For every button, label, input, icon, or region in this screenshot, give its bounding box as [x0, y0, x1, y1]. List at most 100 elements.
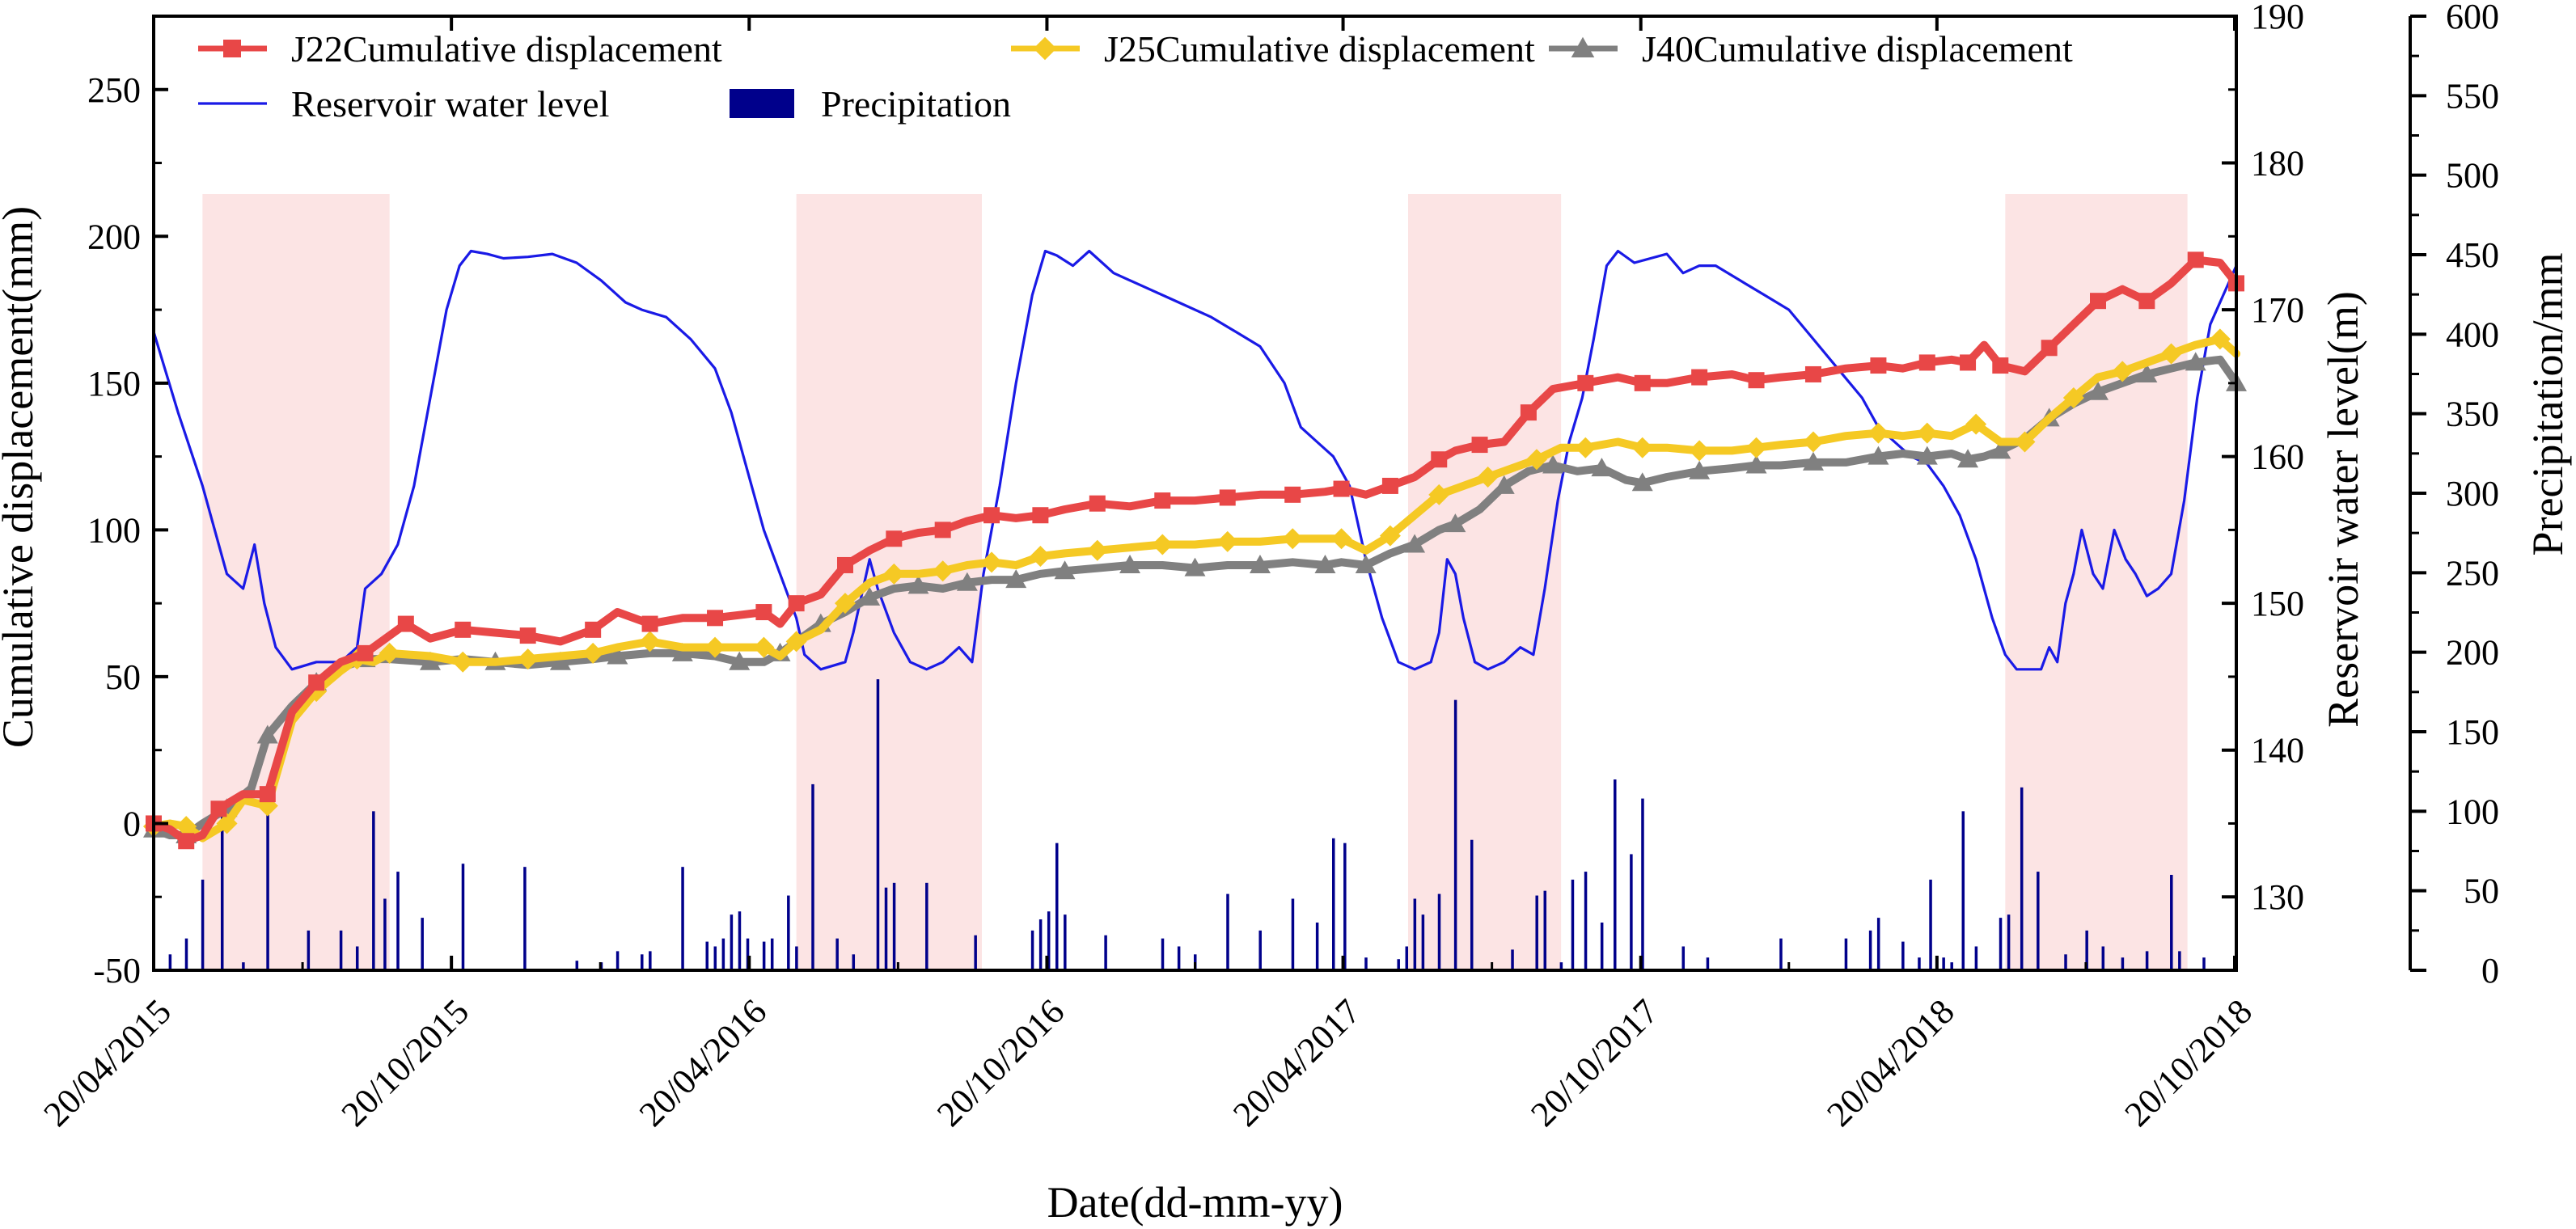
series-marker-0: [2187, 251, 2204, 268]
precipitation-bar: [795, 946, 798, 970]
series-marker-0: [2041, 340, 2058, 357]
precipitation-bar: [1258, 930, 1262, 970]
series-marker-1: [639, 631, 661, 653]
series-marker-2: [1916, 446, 1938, 465]
precipitation-bar: [1600, 923, 1604, 970]
precipitation-bar: [1950, 962, 1953, 970]
series-marker-1: [785, 631, 807, 653]
precipitation-bar: [925, 882, 928, 970]
precipitation-bar: [339, 930, 343, 970]
x-tick-label: 20/04/2016: [632, 991, 774, 1134]
series-marker-2: [729, 651, 751, 670]
series-marker-0: [1992, 357, 2009, 374]
precipitation-bar: [1177, 946, 1181, 970]
series-marker-0: [1431, 451, 1448, 468]
precipitation-bar: [2121, 957, 2125, 970]
precipitation-bar: [1901, 941, 1905, 970]
legend-marker: [1033, 36, 1057, 61]
precipitation-bar: [1397, 959, 1400, 970]
precipitation-bar: [1030, 930, 1034, 970]
precipitation-bar: [2037, 872, 2040, 970]
precipitation-bar: [1614, 779, 1617, 970]
precipitation-bar: [1104, 935, 1107, 970]
series-marker-2: [2087, 381, 2109, 400]
series-marker-1: [379, 642, 400, 664]
precipitation-bar: [1999, 918, 2003, 970]
series-marker-0: [1032, 507, 1049, 524]
series-marker-0: [1219, 489, 1236, 506]
series-marker-1: [1030, 546, 1051, 568]
precipitation-bar: [2085, 930, 2088, 970]
precipitation-bar: [201, 879, 205, 970]
series-marker-1: [1282, 528, 1304, 550]
series-marker-1: [834, 593, 856, 614]
series-marker-0: [1520, 404, 1537, 421]
y-right2-tick-label: 450: [2446, 235, 2499, 275]
series-marker-1: [1216, 530, 1238, 552]
series-marker-2: [1802, 451, 1824, 471]
precipitation-bar: [835, 938, 839, 970]
series-marker-0: [1748, 372, 1765, 389]
precipitation-bar: [1437, 893, 1441, 970]
precipitation-bar: [1584, 872, 1588, 970]
precipitation-bar: [1470, 839, 1474, 970]
precipitation-bar: [2101, 946, 2105, 970]
series-marker-2: [2136, 363, 2158, 382]
precipitation-bar: [2202, 957, 2206, 970]
precipitation-bar: [1706, 957, 1710, 970]
series-marker-0: [1154, 492, 1171, 509]
precipitation-bar: [746, 938, 750, 970]
series-marker-0: [397, 615, 414, 632]
precipitation-bar: [307, 930, 311, 970]
precipitation-bar: [2145, 951, 2149, 970]
series-marker-2: [1119, 554, 1141, 573]
y-left-tick-label: 0: [123, 804, 141, 843]
precipitation-bar: [1453, 699, 1457, 970]
precipitation-bar: [1161, 938, 1165, 970]
series-marker-0: [1089, 495, 1106, 512]
series-marker-0: [210, 800, 227, 817]
precipitation-bar: [1942, 957, 1945, 970]
precipitation-bar: [770, 938, 774, 970]
series-marker-1: [1575, 437, 1597, 458]
precipitation-bar: [2064, 954, 2067, 970]
series-marker-2: [549, 651, 571, 670]
legend-label: Precipitation: [821, 83, 1011, 125]
y-right2-tick-label: 150: [2446, 712, 2499, 752]
series-marker-2: [1957, 449, 1979, 468]
series-marker-2: [1249, 554, 1271, 573]
precipitation-bar: [762, 941, 766, 970]
precipitation-bar: [1844, 938, 1848, 970]
series-marker-2: [1445, 513, 1466, 533]
series-marker-2: [859, 586, 881, 606]
precipitation-bar: [730, 914, 734, 970]
precipitation-bar: [1559, 962, 1563, 970]
precipitation-bar: [1961, 811, 1965, 970]
series-marker-0: [357, 644, 374, 661]
precipitation-bar: [220, 811, 224, 970]
precipitation-bar: [575, 961, 579, 970]
series-marker-2: [1314, 554, 1336, 573]
series-marker-0: [1804, 365, 1821, 382]
precipitation-bar: [1405, 946, 1409, 970]
precipitation-bar: [1918, 957, 1921, 970]
series-line-1: [150, 335, 2240, 843]
precipitation-bar: [641, 954, 644, 970]
precipitation-bar: [168, 954, 172, 970]
precipitation-bar: [1364, 957, 1368, 970]
legend-label: J22Cumulative displacement: [291, 28, 722, 70]
x-tick-label: 20/10/2015: [334, 991, 476, 1134]
series-marker-2: [907, 575, 929, 594]
y-right2-axis-title: Precipitation/mm: [2523, 253, 2572, 556]
legend-label: Reservoir water level: [291, 83, 609, 125]
precipitation-bar: [372, 811, 375, 970]
y-left-tick-label: 200: [87, 217, 141, 256]
precipitation-bar: [1630, 854, 1633, 970]
series-marker-0: [1691, 369, 1708, 386]
series-marker-2: [1493, 475, 1515, 494]
precipitation-bar: [2170, 875, 2173, 970]
precipitation-bar: [2178, 951, 2181, 970]
y-left-tick-label: 50: [105, 657, 141, 697]
precipitation-bar: [1055, 843, 1059, 970]
